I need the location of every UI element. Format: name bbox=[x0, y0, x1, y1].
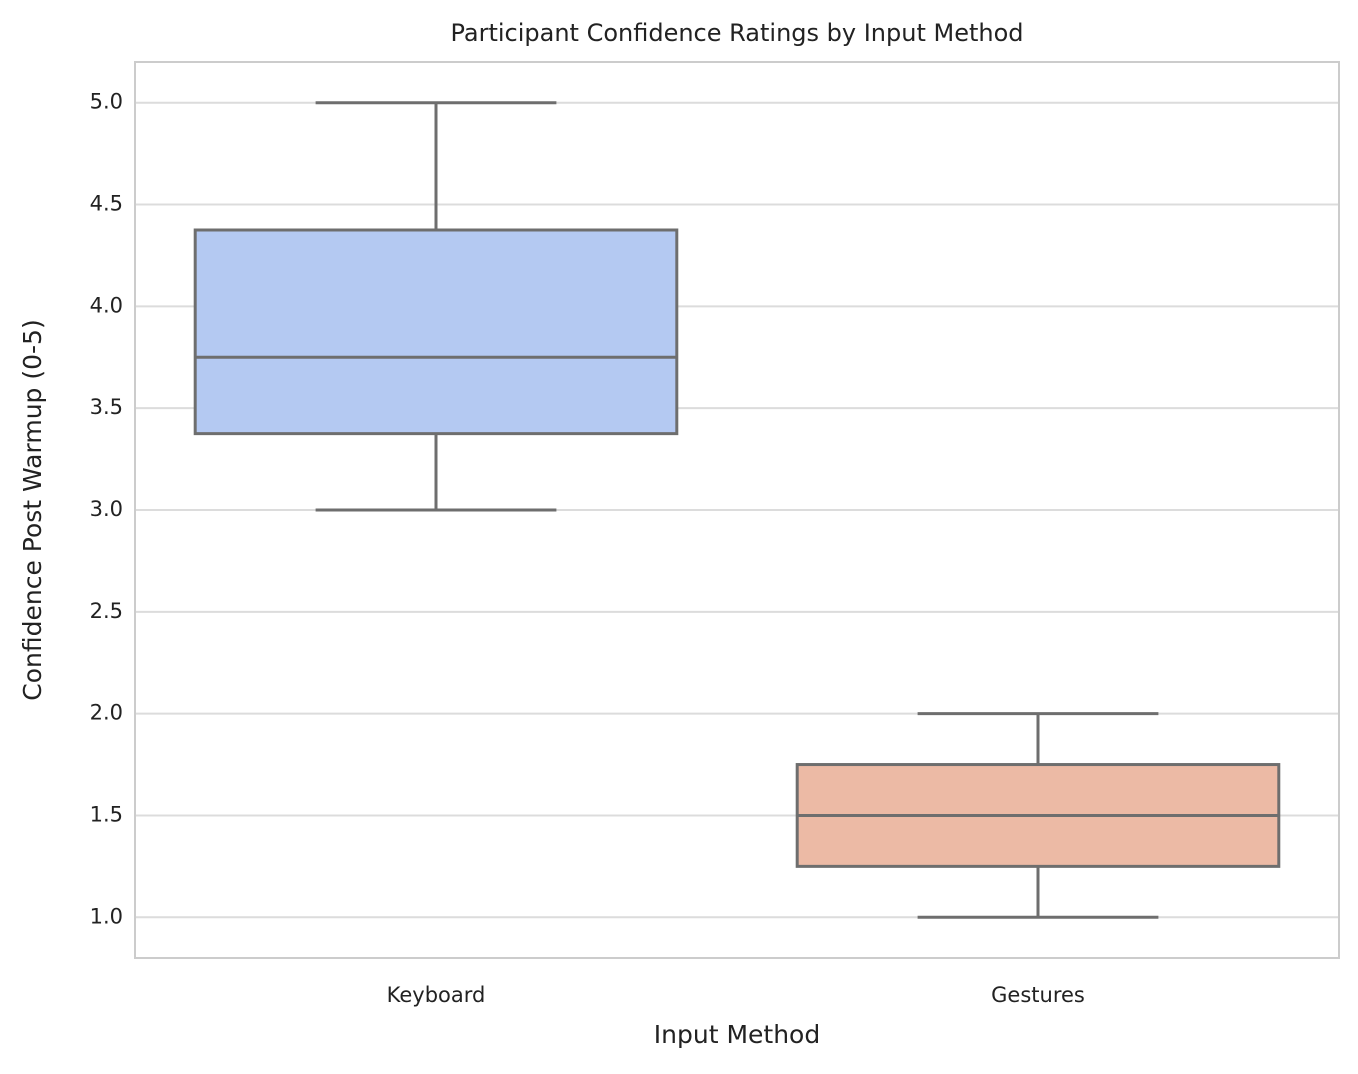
y-tick-label: 5.0 bbox=[90, 90, 123, 114]
x-tick-label: Keyboard bbox=[387, 983, 486, 1007]
y-tick-label: 3.5 bbox=[90, 395, 123, 419]
box bbox=[193, 228, 679, 436]
y-tick-label: 2.0 bbox=[90, 701, 123, 725]
y-tick-label: 1.0 bbox=[90, 904, 123, 928]
x-tick-label: Gestures bbox=[991, 983, 1085, 1007]
y-axis-label: Confidence Post Warmup (0-5) bbox=[18, 319, 47, 700]
y-tick-label: 1.5 bbox=[90, 802, 123, 826]
x-axis-label: Input Method bbox=[654, 1020, 820, 1049]
y-tick-label: 3.0 bbox=[90, 497, 123, 521]
chart-title: Participant Confidence Ratings by Input … bbox=[450, 19, 1023, 47]
y-tick-label: 4.0 bbox=[90, 293, 123, 317]
y-tick-label: 2.5 bbox=[90, 599, 123, 623]
plot-frame bbox=[134, 61, 1340, 959]
y-tick-label: 4.5 bbox=[90, 192, 123, 216]
